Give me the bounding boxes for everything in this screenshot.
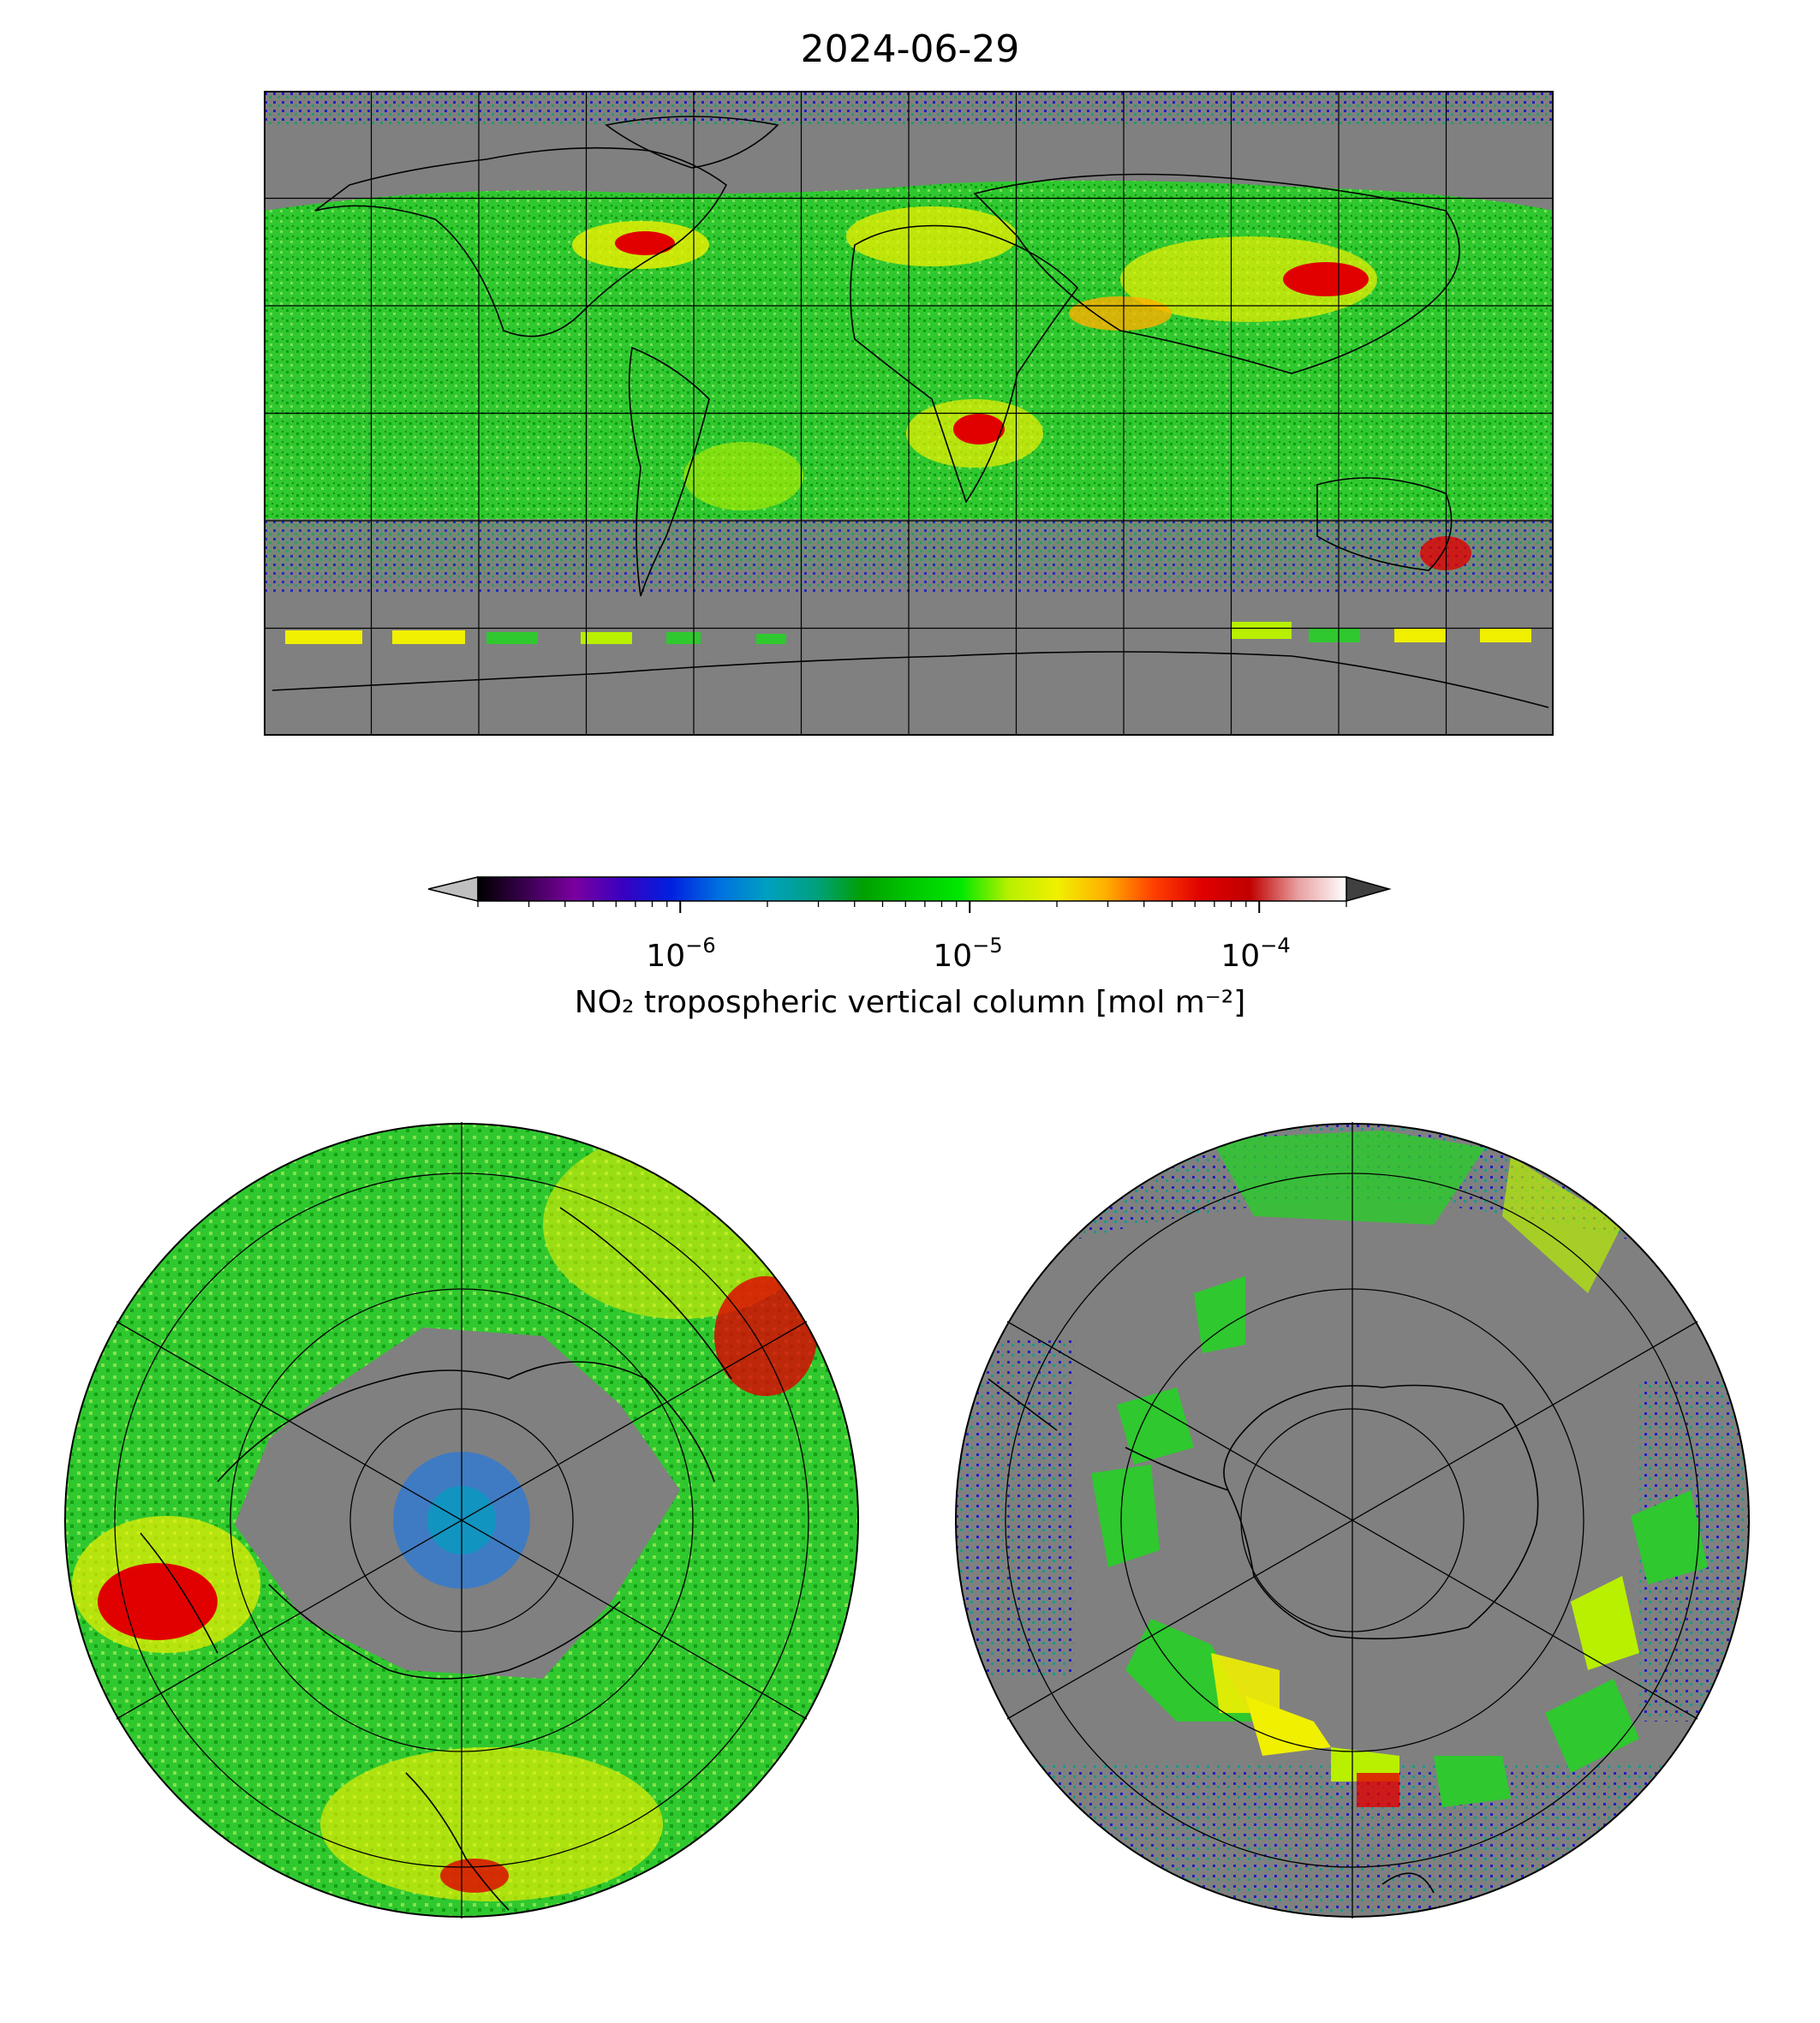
global-map <box>264 91 1554 736</box>
figure-title: 2024-06-29 <box>800 27 1020 71</box>
south-polar-map <box>955 1122 1750 1919</box>
colorbar <box>428 876 1392 913</box>
colorbar-under-arrow <box>428 876 479 902</box>
colorbar-ticks <box>477 901 1347 913</box>
colorbar-tick-label-1: 10−6 <box>646 934 716 974</box>
colorbar-label: NO₂ tropospheric vertical column [mol m⁻… <box>574 985 1246 1020</box>
colorbar-tick-label-2: 10−5 <box>933 934 1003 974</box>
colorbar-gradient <box>477 876 1347 902</box>
colorbar-over-arrow <box>1346 876 1392 902</box>
colorbar-tick-label-3: 10−4 <box>1220 934 1291 974</box>
north-polar-map <box>64 1122 859 1919</box>
